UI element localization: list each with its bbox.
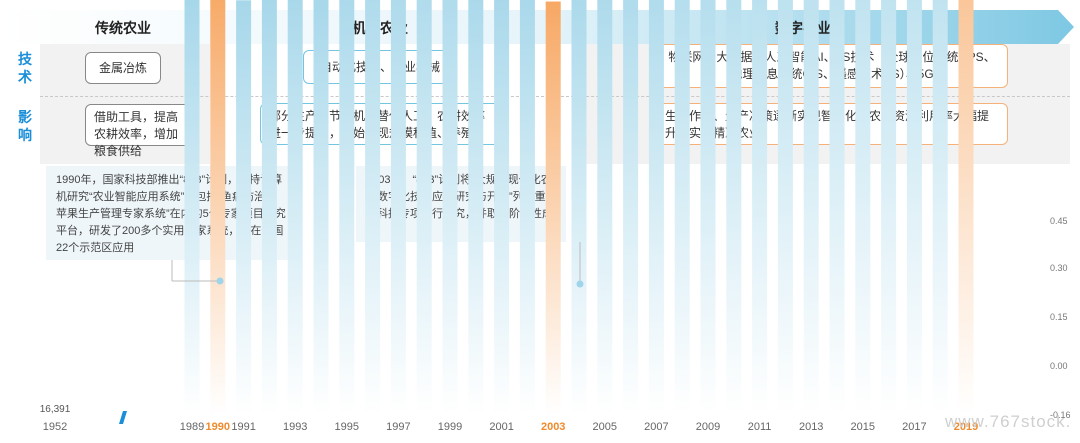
y2-tick-2: 0.15 — [1050, 312, 1068, 322]
bar-1996 — [365, 0, 381, 415]
x-tick-1989: 1989 — [180, 421, 204, 433]
y2-tick-4: -0.16 — [1050, 410, 1071, 420]
data-label-1952: 16,391 — [40, 404, 71, 415]
bar-1995 — [339, 0, 355, 416]
bar-2004 — [571, 0, 587, 416]
bar-2010 — [726, 0, 742, 415]
bar-2003 — [545, 1, 561, 416]
x-tick-2009: 2009 — [696, 421, 720, 433]
bar-2000 — [468, 0, 484, 416]
bar-2015 — [855, 0, 871, 416]
watermark: www.767stock. — [945, 412, 1072, 431]
y2-tick-0: 0.45 — [1050, 216, 1068, 226]
tech-traditional-box: 金属冶炼 — [85, 52, 161, 84]
x-tick-2001: 2001 — [489, 421, 513, 433]
bar-1997 — [390, 0, 406, 416]
bar-2011 — [752, 0, 768, 415]
bar-2001 — [494, 0, 510, 415]
y2-tick-3: 0.00 — [1050, 361, 1068, 371]
bar-1990 — [210, 0, 226, 416]
x-tick-1995: 1995 — [335, 421, 359, 433]
bar-2017 — [906, 0, 922, 416]
bar-1998 — [416, 0, 432, 415]
x-tick-1952: 1952 — [43, 421, 67, 433]
axis-break-mark — [119, 411, 127, 424]
x-tick-2015: 2015 — [851, 421, 875, 433]
bar-2014 — [829, 0, 845, 416]
x-tick-1999: 1999 — [438, 421, 462, 433]
bar-1992 — [261, 0, 277, 416]
bar-1994 — [313, 0, 329, 416]
leader-1990-dot — [216, 277, 224, 285]
bar-2012 — [777, 0, 793, 415]
x-tick-1997: 1997 — [386, 421, 410, 433]
bar-1989 — [184, 0, 200, 415]
bar-1993 — [287, 0, 303, 415]
x-tick-2017: 2017 — [902, 421, 926, 433]
bar-2009 — [700, 0, 716, 415]
era-traditional: 传统农业 — [95, 20, 151, 36]
x-tick-2011: 2011 — [748, 421, 772, 433]
bar-2002 — [519, 0, 535, 416]
side-label-impact: 影响 — [18, 109, 32, 143]
bar-2018 — [932, 0, 948, 416]
bar-2016 — [881, 0, 897, 416]
x-tick-1990: 1990 — [206, 421, 230, 433]
bar-2019 — [958, 0, 974, 415]
bar-1999 — [442, 0, 458, 415]
x-tick-2013: 2013 — [799, 421, 823, 433]
bar-2006 — [623, 0, 639, 415]
bar-2008 — [674, 0, 690, 415]
bar-1991 — [236, 0, 252, 416]
bar-2005 — [597, 0, 613, 415]
side-label-tech: 技术 — [18, 51, 32, 85]
x-tick-2003: 2003 — [541, 421, 565, 433]
x-tick-2005: 2005 — [593, 421, 617, 433]
x-tick-1991: 1991 — [231, 421, 255, 433]
x-tick-2019: 2019 — [954, 421, 978, 433]
leader-2003-dot — [576, 280, 584, 288]
bar-2013 — [803, 0, 819, 415]
y2-tick-1: 0.30 — [1050, 263, 1068, 273]
x-tick-2007: 2007 — [644, 421, 668, 433]
impact-traditional-box: 借助工具，提高农耕效率，增加粮食供给 — [85, 104, 191, 158]
bar-2007 — [648, 0, 664, 416]
x-tick-1993: 1993 — [283, 421, 307, 433]
